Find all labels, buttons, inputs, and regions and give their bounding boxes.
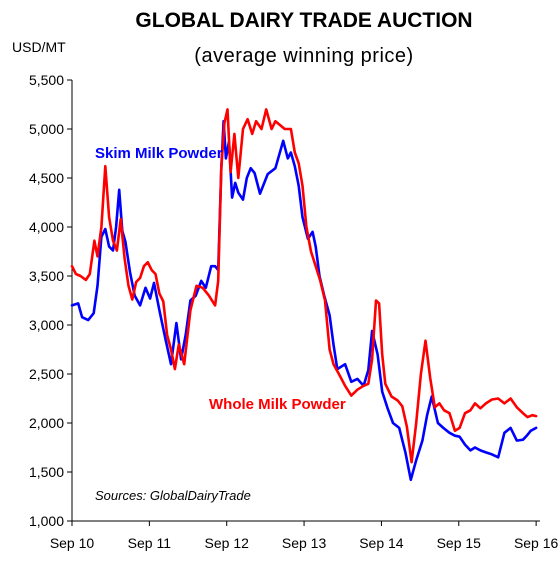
x-tick-label: Sep 14 [359,535,404,551]
y-axis-ticks: 1,000 1,500 2,000 2,500 3,000 3,500 4,000 4,500… [29,72,72,529]
x-tick-label: Sep 15 [437,535,482,551]
y-tick-label: 4,000 [29,219,64,235]
chart-title: GLOBAL DAIRY TRADE AUCTION [135,9,472,32]
y-tick-label: 1,000 [29,513,64,529]
series-label-skim-milk-powder: Skim Milk Powder [95,145,223,162]
x-axis-ticks: Sep 10 Sep 11 Sep 12 Sep 13 Sep 14 Sep 15 Sep … [50,521,559,551]
y-axis-unit-label: USD/MT [12,39,66,55]
y-tick-label: 2,500 [29,366,64,382]
y-tick-label: 3,500 [29,268,64,284]
x-tick-label: Sep 11 [128,535,172,551]
x-tick-label: Sep 12 [205,535,250,551]
y-tick-label: 4,500 [29,170,64,186]
y-tick-label: 5,500 [29,72,64,88]
x-tick-label: Sep 16 [514,535,559,551]
chart-subtitle: (average winning price) [194,45,413,67]
source-note: Sources: GlobalDairyTrade [95,488,251,503]
series-label-whole-milk-powder: Whole Milk Powder [209,396,346,413]
series-lines [70,108,538,482]
y-tick-label: 1,500 [29,464,64,480]
axes [71,80,540,522]
x-tick-label: Sep 13 [282,535,327,551]
y-tick-label: 5,000 [29,121,64,137]
y-tick-label: 2,000 [29,415,64,431]
y-tick-label: 3,000 [29,317,64,333]
series-line-whole-milk-powder [70,108,538,464]
series-line-skim-milk-powder [70,119,538,482]
x-tick-label: Sep 10 [50,535,95,551]
